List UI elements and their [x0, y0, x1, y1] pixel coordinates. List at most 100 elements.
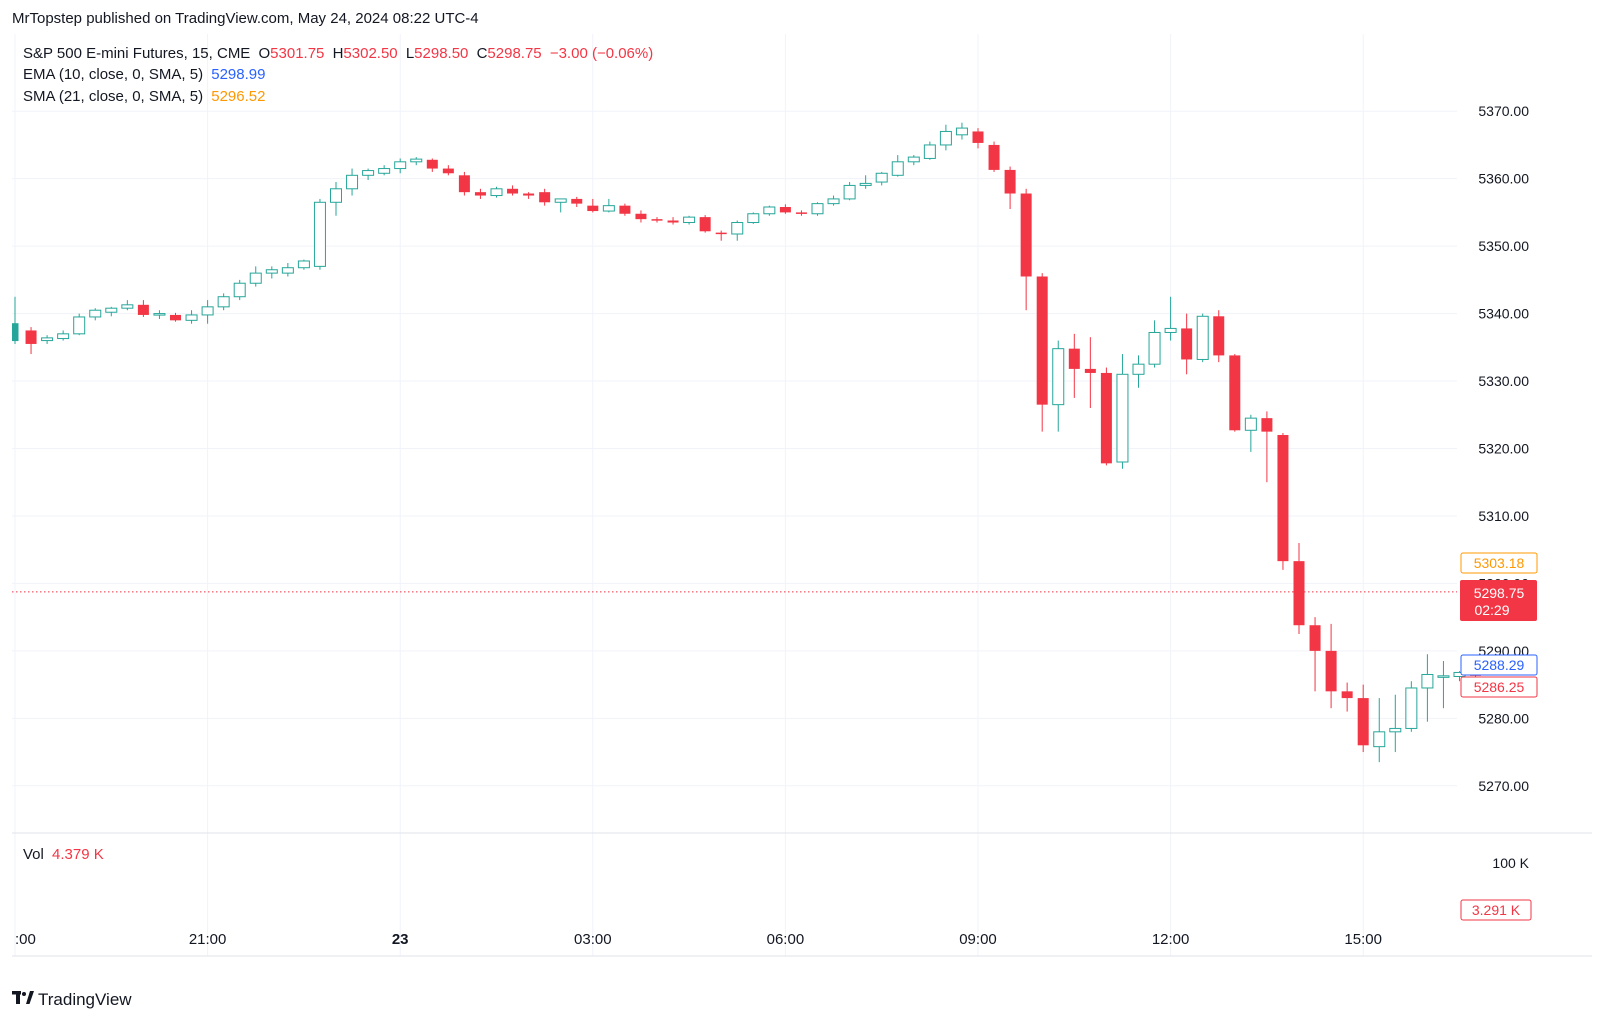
- candle-body: [1084, 368, 1096, 373]
- candle: [1405, 681, 1418, 732]
- candle-body: [25, 330, 37, 344]
- candle: [907, 155, 920, 166]
- candle-body: [1100, 372, 1112, 464]
- candle-body: [859, 182, 872, 186]
- candle-body: [843, 184, 856, 200]
- candle: [1389, 694, 1402, 753]
- candle: [1437, 660, 1450, 709]
- sma-badge-text: 5303.18: [1474, 555, 1525, 571]
- candle: [1116, 354, 1129, 469]
- x-tick-label: 06:00: [767, 931, 805, 948]
- candle-body: [1341, 691, 1353, 699]
- candle: [217, 293, 230, 311]
- candle-body: [1164, 327, 1177, 333]
- candle: [378, 165, 391, 176]
- candle: [11, 296, 19, 344]
- chart-area[interactable]: 5270.005280.005290.005300.005310.005320.…: [11, 34, 1592, 976]
- candle: [1196, 313, 1209, 363]
- candle-body: [281, 267, 294, 274]
- candlestick-chart[interactable]: 5270.005280.005290.005300.005310.005320.…: [11, 34, 1592, 976]
- candle: [73, 313, 86, 336]
- candle-body: [394, 161, 407, 170]
- candle-body: [1373, 731, 1386, 748]
- candle: [1100, 367, 1112, 466]
- candle: [313, 198, 326, 270]
- candle: [619, 203, 631, 216]
- candle: [843, 182, 856, 201]
- ema-label: EMA (10, close, 0, SMA, 5): [23, 66, 204, 83]
- x-tick-label: 03:00: [574, 931, 612, 948]
- candle: [635, 210, 647, 223]
- sma-price-badge: 5303.18: [1460, 552, 1538, 574]
- candle-body: [170, 314, 181, 321]
- symbol-legend: S&P 500 E-mini Futures, 15, CME O5301.75…: [23, 45, 657, 62]
- candle: [426, 158, 438, 172]
- candle-body: [89, 309, 102, 318]
- candle-body: [426, 159, 438, 169]
- candle-body: [1421, 673, 1434, 689]
- candle-body: [442, 168, 454, 174]
- candle-body: [763, 206, 776, 215]
- sma-value: 5296.52: [211, 88, 266, 105]
- candle: [1213, 310, 1225, 363]
- y-tick-label: 5280.00: [1478, 710, 1529, 726]
- candle: [891, 155, 904, 177]
- volume-badge-text: 3.291 K: [1472, 902, 1521, 918]
- candle-body: [1261, 418, 1273, 432]
- candle: [779, 204, 791, 214]
- candle: [121, 300, 134, 311]
- candle: [1341, 682, 1353, 712]
- candle: [988, 141, 1000, 172]
- ema-legend: EMA (10, close, 0, SMA, 5) 5298.99: [23, 66, 269, 83]
- candle-body: [731, 222, 744, 235]
- y-tick-label: 5320.00: [1478, 441, 1529, 457]
- candle-body: [121, 304, 134, 309]
- candle-body: [923, 144, 936, 159]
- candle: [1004, 166, 1016, 210]
- tradingview-logo[interactable]: TradingView: [12, 990, 132, 1010]
- candle-body: [1389, 727, 1402, 733]
- candle: [394, 158, 407, 174]
- candle-body: [1020, 193, 1032, 277]
- candle-body: [715, 232, 727, 235]
- candle-body: [1036, 276, 1048, 405]
- y-tick-label: 5340.00: [1478, 306, 1529, 322]
- candle-body: [1437, 675, 1450, 678]
- candle-body: [201, 306, 214, 316]
- price-badge-text: 5298.75: [1474, 585, 1525, 601]
- candle-body: [297, 260, 310, 269]
- candle: [1052, 340, 1065, 432]
- candle-body: [1277, 435, 1289, 562]
- candle: [25, 327, 37, 355]
- candle-body: [57, 333, 70, 340]
- candle: [1421, 654, 1434, 722]
- tradingview-brand-text: TradingView: [38, 990, 132, 1009]
- candle: [795, 210, 807, 216]
- candle-body: [554, 198, 567, 203]
- candle: [442, 165, 454, 176]
- candle-body: [1293, 561, 1305, 626]
- candle: [811, 202, 824, 216]
- candle: [1373, 698, 1386, 763]
- candle-body: [153, 313, 166, 316]
- y-tick-label: 5270.00: [1478, 778, 1529, 794]
- candle: [507, 185, 519, 196]
- candle: [1261, 411, 1273, 483]
- candle: [1293, 542, 1305, 635]
- candle-body: [217, 296, 230, 308]
- candle: [747, 212, 760, 224]
- candle: [474, 188, 486, 199]
- candle: [153, 310, 166, 319]
- candle: [859, 175, 872, 189]
- candle: [1084, 337, 1096, 409]
- candle-body: [939, 130, 952, 146]
- x-tick-label: 12:00: [1152, 931, 1190, 948]
- candle-body: [1244, 417, 1257, 431]
- candle: [185, 310, 198, 324]
- candle: [571, 196, 583, 208]
- candle: [346, 168, 359, 196]
- y-tick-label: 5370.00: [1478, 103, 1529, 119]
- candle-body: [747, 213, 760, 224]
- price-axis: 5270.005280.005290.005300.005310.005320.…: [1478, 103, 1529, 794]
- candle: [265, 266, 278, 279]
